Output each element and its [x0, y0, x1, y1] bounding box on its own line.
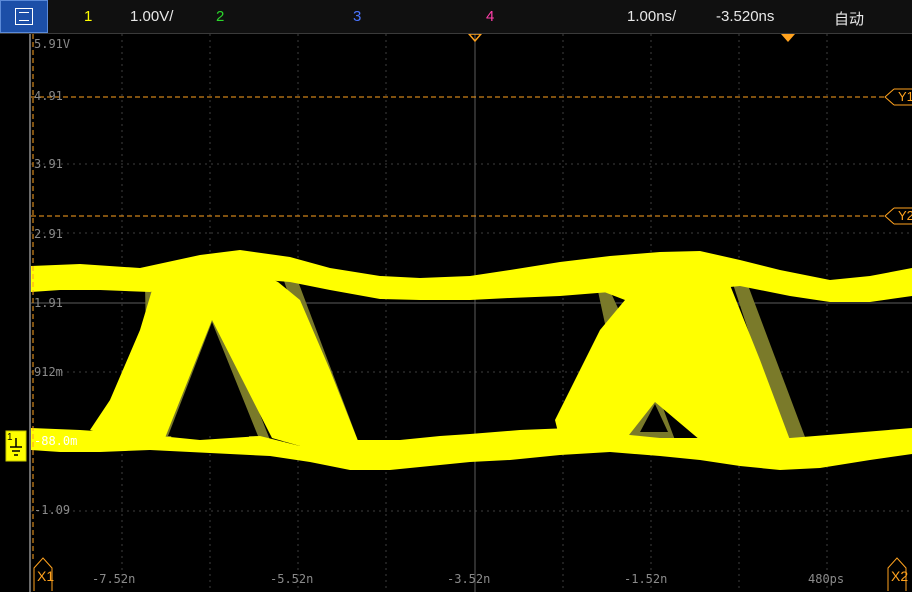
menu-button[interactable]	[0, 0, 48, 33]
time-label: -5.52n	[270, 572, 314, 586]
x-cursor-tag-icon	[33, 557, 53, 591]
left-border	[29, 34, 31, 592]
vertical-label: 1.91	[34, 296, 63, 310]
ground-level-label: -88.0m	[34, 434, 78, 448]
time-offset[interactable]: -3.520ns	[716, 8, 775, 25]
vertical-label: 4.91	[34, 89, 63, 103]
ground-marker-channel: 1	[7, 432, 13, 443]
ground-marker-icon	[5, 430, 27, 462]
channel-4-number[interactable]: 4	[486, 8, 495, 25]
vertical-label: 2.91	[34, 227, 63, 241]
channel-1-number[interactable]: 1	[84, 8, 93, 25]
vertical-label: -1.09	[34, 503, 71, 517]
y-cursor-tag-icon	[884, 88, 912, 106]
cursor-lines	[31, 34, 885, 560]
time-label: 480ps	[808, 572, 845, 586]
vertical-label: 5.91V	[34, 37, 71, 51]
time-reference-icon[interactable]	[781, 34, 795, 42]
channel-3-number[interactable]: 3	[353, 8, 362, 25]
x2-cursor-label: X2	[891, 568, 909, 584]
channel-1-ground-marker[interactable]: 1	[5, 430, 27, 462]
channel-2-number[interactable]: 2	[216, 8, 225, 25]
y-cursor-tag-icon	[884, 207, 912, 225]
x1-cursor-label: X1	[37, 568, 55, 584]
toolbar: 1 1.00V/ 2 3 4 1.00ns/ -3.520ns 自动	[0, 0, 912, 34]
trigger-position-icon[interactable]	[468, 34, 482, 43]
time-label: -7.52n	[92, 572, 136, 586]
x2-cursor-marker[interactable]: X2	[887, 556, 912, 592]
waveform-display[interactable]	[0, 34, 912, 592]
y1-cursor-marker[interactable]: Y1	[884, 88, 912, 106]
y2-cursor-label: Y2	[898, 208, 912, 223]
vertical-label: 912m	[34, 365, 63, 379]
y1-cursor-label: Y1	[898, 89, 912, 104]
channel-1-eye-diagram	[31, 250, 912, 470]
menu-icon	[15, 8, 33, 25]
trigger-mode[interactable]: 自动	[834, 11, 865, 28]
channel-1-scale[interactable]: 1.00V/	[130, 8, 174, 25]
timebase-scale[interactable]: 1.00ns/	[627, 8, 677, 25]
x-cursor-tag-icon	[887, 557, 907, 591]
y2-cursor-marker[interactable]: Y2	[884, 207, 912, 225]
x1-cursor-marker[interactable]: X1	[33, 556, 59, 592]
time-label: -3.52n	[447, 572, 491, 586]
vertical-label: 3.91	[34, 157, 63, 171]
time-label: -1.52n	[624, 572, 668, 586]
